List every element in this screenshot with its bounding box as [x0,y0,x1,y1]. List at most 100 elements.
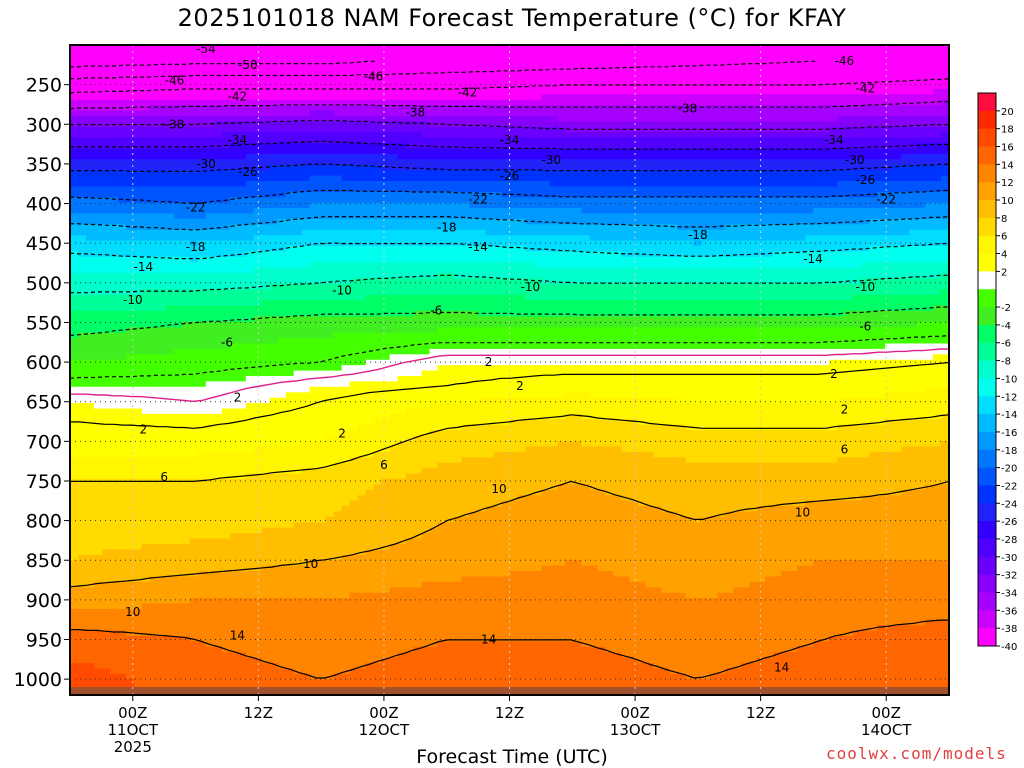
field-cell [117,120,127,127]
field-cell [309,575,319,582]
field-cell [381,234,391,241]
field-cell [349,559,359,566]
field-cell [117,673,127,680]
field-cell [261,673,271,680]
field-cell [317,673,327,680]
field-cell [389,88,399,95]
field-cell [397,445,407,452]
field-cell [229,147,239,154]
field-cell [365,586,375,593]
field-cell [157,608,167,615]
field-cell [197,548,207,555]
field-cell [181,196,191,203]
field-cell [261,326,271,333]
field-cell [141,510,151,517]
field-cell [229,126,239,133]
field-cell [157,516,167,523]
field-cell [229,223,239,230]
field-cell [325,66,335,73]
field-cell [253,164,263,171]
field-cell [133,348,143,355]
field-cell [149,673,159,680]
field-cell [205,646,215,653]
field-cell [373,521,383,528]
field-cell [133,456,143,463]
field-cell [110,321,119,328]
field-cell [325,646,335,653]
field-cell [70,451,79,458]
field-cell [197,635,207,642]
field-cell [213,207,223,214]
field-cell [205,451,215,458]
field-cell [165,543,175,550]
field-cell [213,608,223,615]
field-cell [237,597,247,604]
field-cell [173,586,183,593]
field-cell [253,489,263,496]
field-cell [301,516,311,523]
field-cell [102,581,111,588]
field-cell [349,494,359,501]
field-cell [189,359,199,366]
field-cell [181,619,191,626]
field-cell [269,55,279,62]
field-cell [189,581,199,588]
field-cell [309,467,319,474]
field-cell [293,104,303,111]
field-cell [301,548,311,555]
field-cell [181,521,191,528]
field-cell [261,662,271,669]
field-cell [181,537,191,544]
field-cell [173,45,183,51]
field-cell [229,375,239,382]
field-cell [381,565,391,571]
field-cell [78,543,87,550]
field-cell [293,662,303,669]
field-cell [357,353,367,360]
field-cell [389,299,399,306]
field-cell [189,483,199,490]
field-cell [245,191,255,198]
field-cell [86,61,95,68]
field-cell [317,592,327,599]
field-cell [269,467,279,474]
field-cell [149,613,159,620]
field-cell [381,456,391,463]
field-cell [357,570,367,577]
field-cell [261,619,271,626]
field-cell [205,489,215,496]
field-cell [78,223,87,230]
field-cell [301,640,311,647]
field-cell [189,467,199,474]
field-cell [317,272,327,279]
field-cell [261,624,271,631]
field-cell [293,678,303,685]
field-cell [165,353,175,360]
field-cell [341,196,351,203]
field-cell [94,88,103,95]
field-cell [365,337,375,344]
field-cell [181,483,191,490]
field-cell [301,299,311,306]
field-cell [373,364,383,371]
field-cell [349,218,359,225]
field-cell [181,169,191,176]
field-cell [78,554,87,561]
field-cell [357,646,367,653]
field-cell [205,613,215,620]
field-cell [125,451,135,458]
field-cell [197,321,207,328]
field-cell [293,548,303,555]
field-cell [389,494,399,501]
field-cell [341,651,351,658]
field-cell [253,212,263,219]
field-cell [165,391,175,398]
field-cell [253,554,263,561]
field-cell [317,142,327,149]
field-cell [189,640,199,647]
field-cell [189,472,199,479]
field-cell [213,429,223,436]
field-cell [381,640,391,647]
field-cell [213,82,223,89]
field-cell [157,592,167,599]
